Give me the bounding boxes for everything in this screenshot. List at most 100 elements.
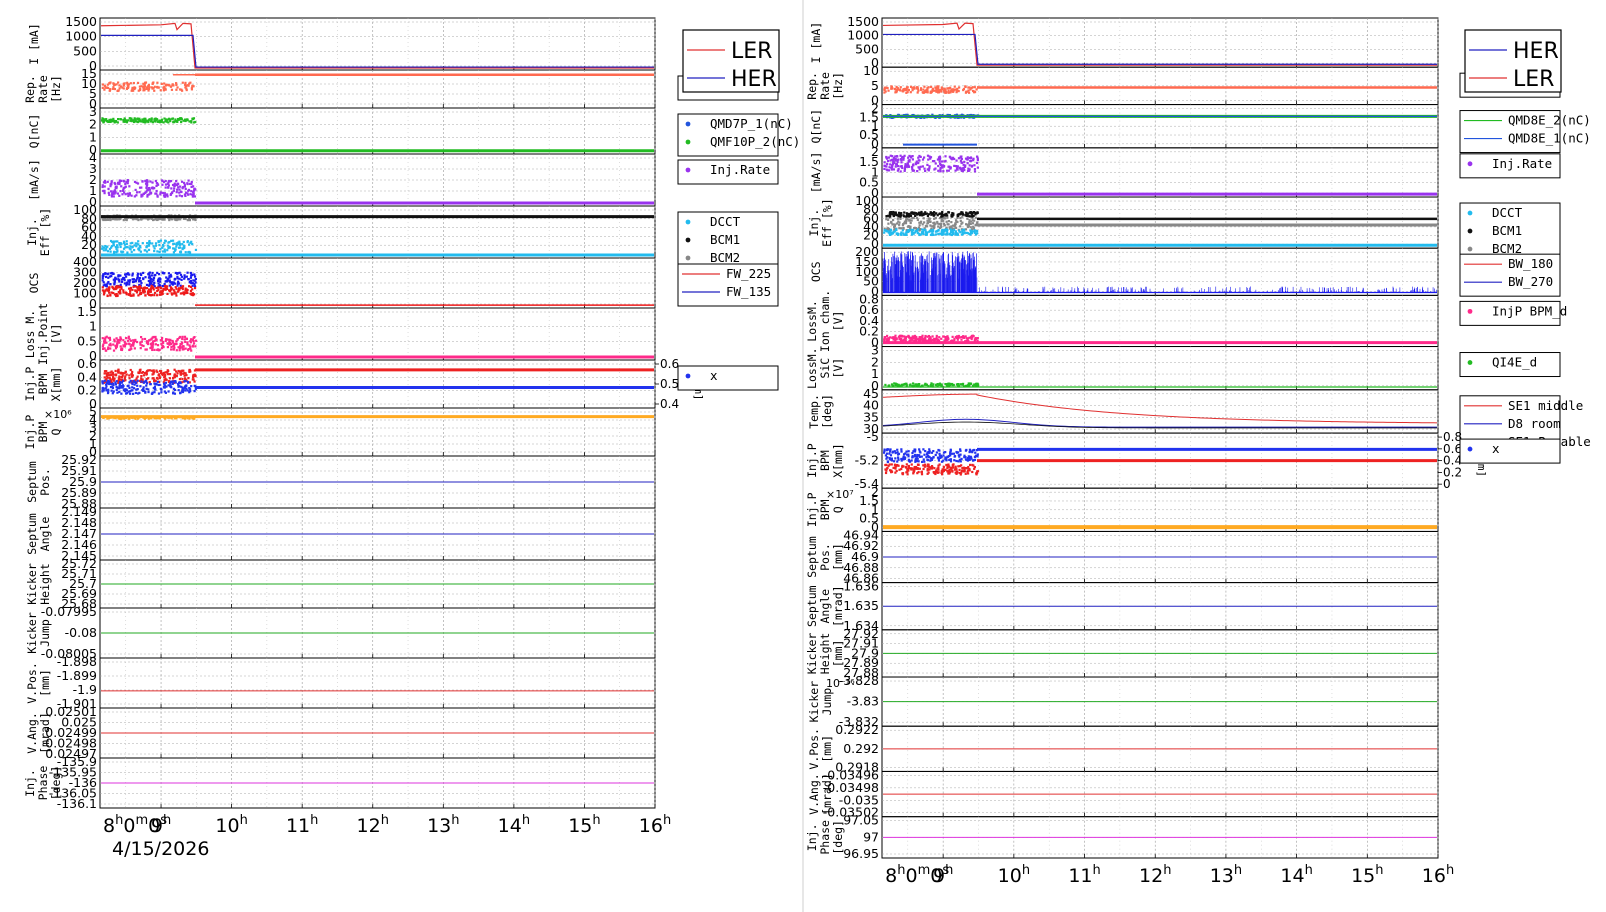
y-tick-label: 5 [871, 78, 879, 93]
data-point [120, 371, 123, 374]
data-point [937, 338, 940, 341]
data-point [961, 167, 964, 170]
data-point [946, 87, 949, 90]
data-point [146, 292, 149, 295]
y-tick-label: 1.5 [859, 154, 879, 169]
data-point [903, 88, 906, 91]
legend-label: BCM2 [1492, 241, 1522, 256]
data-point [137, 218, 140, 222]
data-point [959, 216, 962, 220]
y-tick-label: 0 [871, 55, 879, 70]
data-point [155, 189, 158, 193]
y-tick-label: 0 [89, 444, 97, 459]
data-point [139, 335, 143, 339]
data-point [188, 381, 191, 384]
data-point [169, 85, 173, 88]
legend: QMD8E_2(nC)QMD8E_1(nC) [1459, 110, 1591, 154]
data-point [128, 386, 131, 389]
data-point [887, 228, 891, 231]
x-start-part: m [135, 813, 148, 828]
data-point [161, 246, 164, 249]
data-point [110, 389, 113, 392]
y-tick-label: 0.6 [859, 302, 879, 317]
data-point [157, 392, 161, 395]
data-point [120, 287, 123, 290]
legend: Inj.Rate [1459, 153, 1561, 179]
data-point [124, 343, 127, 347]
data-point [970, 220, 973, 223]
data-point [169, 382, 172, 385]
data-point [139, 87, 142, 91]
data-point [900, 165, 903, 168]
data-point [966, 212, 969, 215]
y-tick-label: 25.71 [61, 566, 97, 581]
data-point [950, 339, 954, 342]
data-point [976, 221, 979, 224]
data-point [116, 240, 119, 243]
data-point [116, 338, 119, 342]
data-point [950, 225, 953, 228]
data-point [916, 228, 920, 231]
data-point [163, 195, 166, 198]
data-point [119, 245, 122, 249]
data-point [192, 375, 195, 378]
data-point [102, 274, 105, 278]
data-point [893, 230, 896, 233]
data-point [918, 338, 922, 341]
data-point [976, 337, 979, 340]
data-point [919, 87, 923, 90]
data-point [156, 85, 159, 89]
data-point [911, 167, 914, 170]
data-point [907, 229, 910, 232]
data-point [937, 339, 941, 343]
data-point [119, 336, 122, 339]
data-point [922, 228, 925, 231]
data-point [112, 244, 115, 247]
data-point [129, 368, 132, 372]
data-point [111, 392, 114, 395]
data-point [945, 212, 948, 215]
y-tick-label: -135.9 [57, 754, 97, 769]
data-point [951, 214, 954, 217]
data-point [192, 191, 195, 194]
data-point [191, 243, 194, 246]
data-point [131, 381, 134, 385]
data-point [172, 292, 176, 295]
data-point [896, 160, 899, 164]
y-tick-label: 40 [81, 228, 97, 243]
data-point [970, 86, 973, 90]
data-point [909, 226, 912, 229]
data-point [192, 374, 195, 377]
data-point [894, 334, 897, 337]
data-point [907, 156, 910, 159]
data-point [900, 157, 903, 161]
data-point [190, 87, 193, 90]
data-point [178, 288, 181, 291]
data-point [909, 91, 912, 94]
data-point [151, 87, 154, 90]
y-tick-label: 100 [855, 264, 879, 279]
data-point [153, 85, 156, 88]
data-point [124, 370, 127, 373]
data-point [105, 385, 108, 388]
data-point [150, 369, 153, 372]
data-point [973, 383, 976, 386]
y-tick-label: 4 [89, 412, 97, 427]
data-point [168, 343, 171, 346]
data-point [974, 216, 977, 219]
y-axis-label: Kicker [25, 612, 39, 654]
y-tick-label: 1000 [65, 29, 97, 44]
data-point [940, 86, 943, 89]
y-tick-label: 20 [863, 228, 879, 243]
data-point [106, 282, 109, 285]
data-point [107, 276, 110, 279]
data-point [144, 276, 147, 279]
y-tick-label: -0.08 [65, 625, 97, 640]
data-point [109, 250, 112, 253]
data-point [105, 389, 108, 392]
y-axis-label: Rep. [23, 75, 37, 103]
data-point [140, 186, 143, 189]
data-point [156, 271, 159, 274]
data-point [967, 339, 970, 343]
data-point [103, 88, 106, 91]
